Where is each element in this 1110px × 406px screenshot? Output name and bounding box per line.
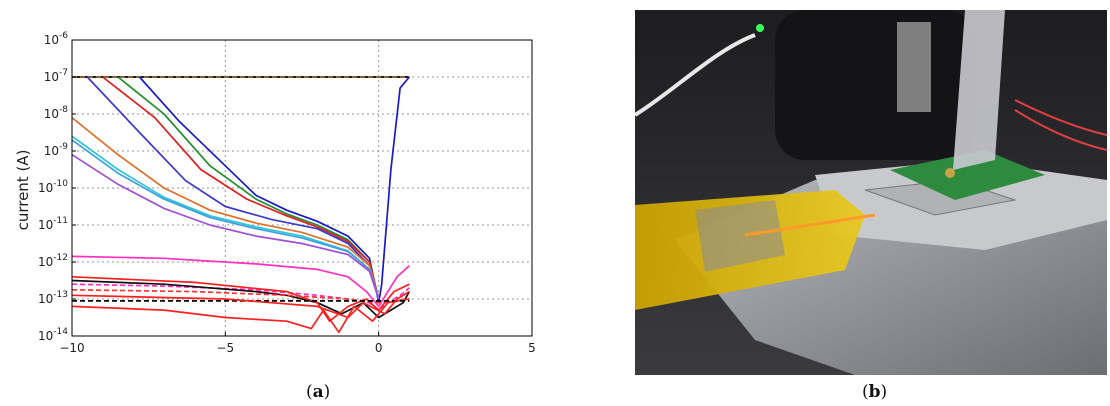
series-line-9 — [71, 139, 380, 300]
series-line-11 — [71, 255, 410, 308]
caption-b-open: ( — [862, 382, 869, 402]
y-tick-labels: 10-14 10-13 10-12 10-11 10-10 10-9 10-8 10-7 10-… — [38, 31, 76, 343]
ribbon-cable — [953, 10, 1005, 170]
x-tick-label: −10 — [59, 341, 84, 355]
series-line-7 — [71, 117, 380, 300]
y-tick-label: 10-6 — [44, 31, 69, 47]
red-wires — [1014, 99, 1107, 151]
caption-b: (b) — [862, 382, 887, 402]
caption-a: (a) — [306, 382, 330, 402]
y-tick-label: 10-12 — [38, 253, 68, 269]
y-tick-label: 10-14 — [38, 327, 68, 343]
y-tick-label: 10-8 — [44, 105, 69, 121]
caption-b-letter: b — [868, 382, 881, 402]
probe-station-photo — [635, 10, 1107, 375]
x-tick-label: 5 — [528, 341, 536, 355]
caption-a-open: ( — [306, 382, 313, 402]
probe-tape-gray — [695, 200, 785, 272]
grid-lines — [71, 39, 533, 337]
y-tick-label: 10-10 — [38, 179, 68, 195]
series-line-3 — [138, 76, 410, 304]
x-tick-label: −5 — [216, 341, 234, 355]
caption-a-letter: a — [312, 382, 324, 402]
series-line-5 — [102, 76, 380, 300]
iv-chart: −10 −5 0 5 10-1410-1310-1210-1110-1010-910-… — [14, 31, 536, 355]
y-tick-label: 10-7 — [44, 68, 68, 84]
y-axis-label: current (A) — [14, 150, 32, 231]
series-line-6 — [86, 76, 380, 300]
series-lines — [71, 76, 411, 334]
pcb-board — [890, 150, 1045, 200]
caption-a-close: ) — [323, 382, 331, 402]
series-line-15 — [71, 298, 410, 334]
series-line-18 — [71, 290, 410, 319]
series-line-10 — [71, 153, 380, 300]
white-cable — [635, 33, 756, 117]
pcb-pad — [945, 168, 955, 178]
caption-b-close: ) — [880, 382, 888, 402]
microscope-body — [775, 10, 975, 160]
y-tick-label: 10-11 — [38, 216, 68, 232]
microscope-label — [897, 22, 931, 112]
x-tick-labels: −10 −5 0 5 — [59, 332, 536, 355]
series-line-13 — [71, 279, 411, 319]
probe-needle — [744, 213, 876, 237]
y-tick-label: 10-9 — [44, 142, 69, 158]
green-led — [756, 24, 764, 32]
y-tick-label: 10-13 — [38, 290, 68, 306]
x-tick-label: 0 — [375, 341, 383, 355]
